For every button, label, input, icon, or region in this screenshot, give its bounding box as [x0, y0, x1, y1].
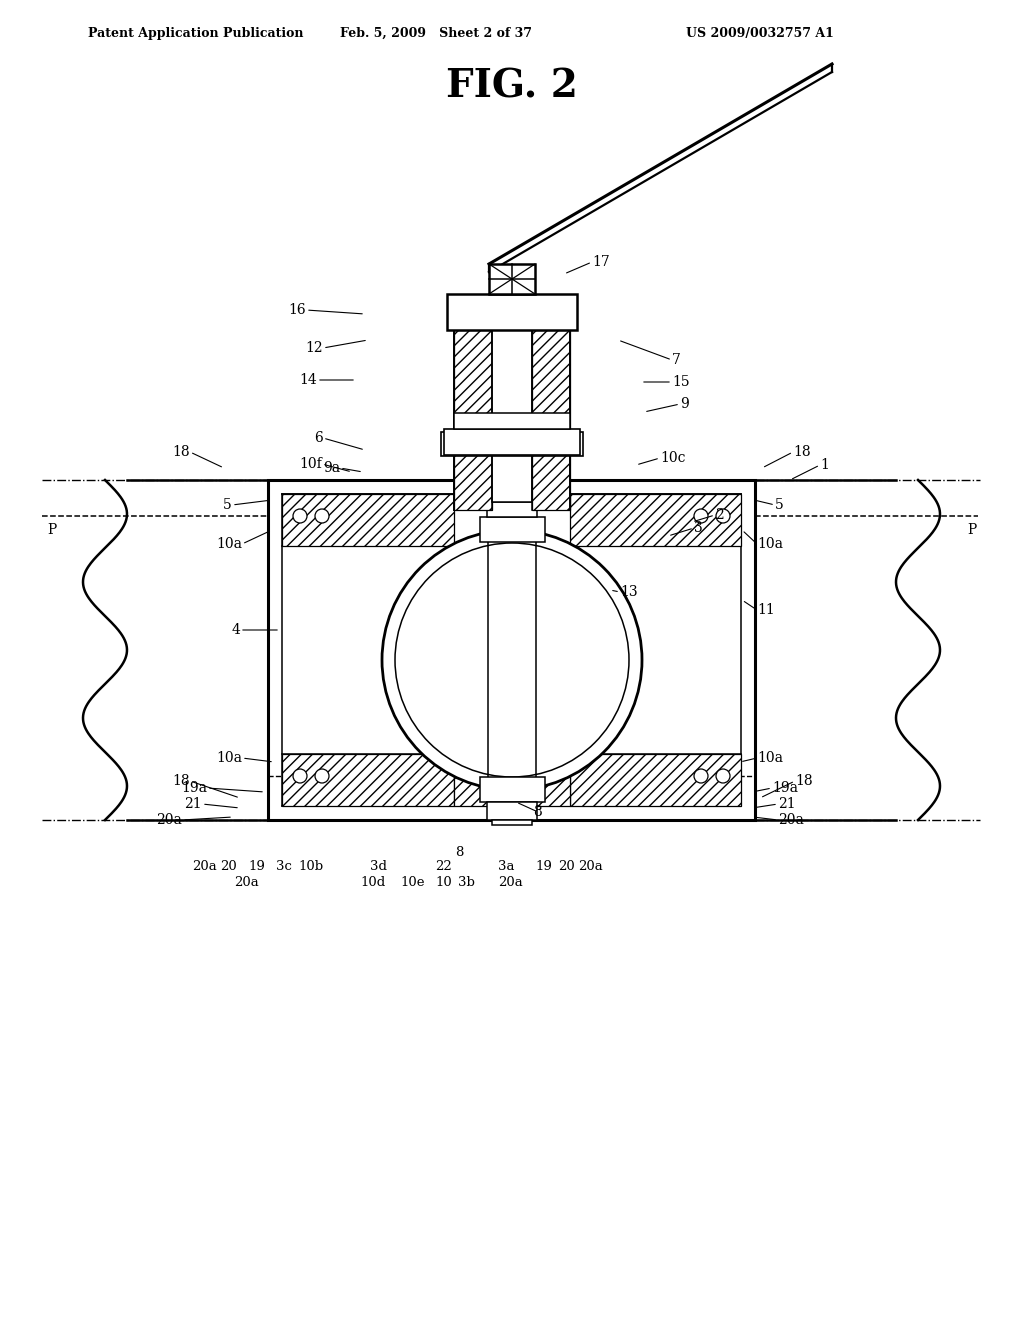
Text: P: P	[47, 523, 56, 537]
Text: 20a: 20a	[156, 813, 182, 828]
Bar	[487, 502, 537, 517]
Circle shape	[293, 770, 307, 783]
Text: 19a: 19a	[181, 781, 207, 795]
Bar	[444, 429, 580, 455]
Bar	[268, 480, 755, 820]
Text: 20a: 20a	[498, 875, 522, 888]
Text: 21: 21	[184, 797, 202, 810]
Text: 4: 4	[231, 623, 240, 638]
Text: 3d: 3d	[370, 859, 387, 873]
Text: 3b: 3b	[458, 875, 475, 888]
Text: 10a: 10a	[216, 537, 242, 550]
Text: 5: 5	[223, 498, 232, 512]
Text: Patent Application Publication: Patent Application Publication	[88, 26, 303, 40]
Circle shape	[395, 543, 629, 777]
Text: 5: 5	[775, 498, 783, 512]
Text: 8: 8	[455, 846, 464, 858]
Text: 7: 7	[672, 352, 681, 367]
Text: 20: 20	[220, 859, 237, 873]
Text: 10f: 10f	[299, 457, 322, 471]
Text: 16: 16	[289, 304, 306, 317]
Bar	[570, 754, 741, 807]
Text: FIG. 2: FIG. 2	[446, 69, 578, 106]
Text: 19: 19	[248, 859, 265, 873]
Text: 10e: 10e	[400, 875, 425, 888]
Text: 13: 13	[620, 585, 638, 599]
Bar	[489, 264, 535, 294]
Text: 3c: 3c	[276, 859, 292, 873]
Circle shape	[694, 510, 708, 523]
Text: 9: 9	[680, 397, 689, 411]
Text: Feb. 5, 2009   Sheet 2 of 37: Feb. 5, 2009 Sheet 2 of 37	[340, 26, 532, 40]
Text: 1: 1	[820, 458, 828, 473]
Circle shape	[716, 510, 730, 523]
Circle shape	[315, 770, 329, 783]
Text: 10a: 10a	[757, 751, 783, 766]
Text: 15: 15	[672, 375, 689, 389]
Text: 14: 14	[299, 374, 317, 387]
Text: P: P	[968, 523, 977, 537]
Circle shape	[293, 510, 307, 523]
Bar	[441, 432, 583, 455]
Text: 12: 12	[305, 341, 323, 355]
Circle shape	[315, 510, 329, 523]
Text: US 2009/0032757 A1: US 2009/0032757 A1	[686, 26, 834, 40]
Text: 19a: 19a	[772, 781, 798, 795]
Bar	[487, 803, 537, 820]
Text: 18: 18	[172, 445, 190, 459]
Text: 3a: 3a	[498, 859, 514, 873]
Text: 20a: 20a	[193, 859, 217, 873]
Bar	[480, 517, 545, 543]
Circle shape	[382, 531, 642, 789]
Text: 8: 8	[534, 805, 543, 818]
Text: 10: 10	[435, 875, 452, 888]
Text: 6: 6	[314, 432, 323, 445]
Circle shape	[694, 770, 708, 783]
Bar	[454, 754, 570, 807]
Bar	[282, 494, 454, 546]
Text: 10b: 10b	[298, 859, 324, 873]
Bar	[492, 330, 532, 502]
Text: 10d: 10d	[360, 875, 385, 888]
Bar	[454, 330, 492, 510]
Bar	[570, 494, 741, 546]
Text: 19: 19	[535, 859, 552, 873]
Text: 18: 18	[172, 774, 190, 788]
Text: 17: 17	[592, 255, 609, 269]
Text: 9a: 9a	[323, 461, 340, 475]
Text: 10c: 10c	[660, 451, 685, 465]
Text: 10a: 10a	[216, 751, 242, 766]
Text: 22: 22	[435, 859, 452, 873]
Bar	[454, 413, 570, 429]
Text: 3: 3	[694, 521, 702, 535]
Bar	[480, 777, 545, 803]
Text: 11: 11	[757, 603, 775, 616]
Bar	[282, 754, 454, 807]
Text: 18: 18	[795, 774, 813, 788]
Text: 21: 21	[778, 797, 796, 810]
Text: 2: 2	[715, 508, 724, 521]
Text: 18: 18	[793, 445, 811, 459]
Text: 20a: 20a	[578, 859, 603, 873]
Circle shape	[716, 770, 730, 783]
Bar	[492, 820, 532, 825]
Bar	[532, 330, 570, 510]
Text: 20a: 20a	[234, 875, 259, 888]
Text: 20a: 20a	[778, 813, 804, 828]
Bar	[447, 294, 577, 330]
Text: 20: 20	[558, 859, 574, 873]
Text: 10a: 10a	[757, 537, 783, 550]
